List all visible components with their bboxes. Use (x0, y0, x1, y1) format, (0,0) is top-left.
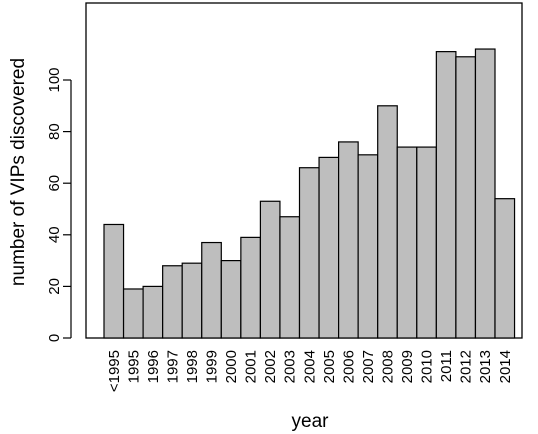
x-tick-label-2001: 2001 (243, 350, 260, 383)
bar-2013 (474, 48, 496, 339)
y-tick-label-0: 0 (46, 334, 63, 342)
bar-2005 (318, 156, 340, 339)
x-tick-label-1997: 1997 (164, 350, 181, 383)
bar-2014 (494, 198, 516, 339)
x-tick-label-1995: 1995 (125, 350, 142, 383)
bar-2007 (357, 154, 379, 339)
x-tick-label-2010: 2010 (419, 350, 436, 383)
bar-2003 (279, 216, 301, 339)
x-tick-label-1998: 1998 (184, 350, 201, 383)
y-tick-label-20: 20 (46, 278, 63, 295)
y-tick-label-80: 80 (46, 123, 63, 140)
x-tick-label-2013: 2013 (477, 350, 494, 383)
bar-2004 (298, 167, 320, 339)
bar-2009 (396, 146, 418, 339)
x-tick-label-2005: 2005 (321, 350, 338, 383)
bar-2001 (240, 236, 262, 339)
bar-2011 (435, 51, 457, 339)
x-tick-label-1999: 1999 (204, 350, 221, 383)
bar-2006 (338, 141, 359, 339)
x-tick-label-2014: 2014 (497, 350, 514, 383)
y-tick-label-100: 100 (46, 67, 63, 92)
bars-group (103, 48, 516, 339)
y-axis-title: number of VIPs discovered (8, 58, 29, 286)
bar-1996 (142, 285, 164, 339)
y-tick-label-60: 60 (46, 175, 63, 192)
bar-2008 (377, 105, 398, 339)
bar-2000 (220, 260, 242, 339)
bar-1995 (122, 288, 144, 339)
bar-2010 (416, 146, 437, 339)
x-tick-label-2008: 2008 (379, 350, 396, 383)
x-tick-label-2003: 2003 (282, 350, 299, 383)
x-tick-label-2011: 2011 (438, 350, 455, 382)
y-axis: 0 20 40 60 80 100 (46, 67, 72, 342)
bar-1999 (201, 241, 222, 339)
x-tick-label-2012: 2012 (458, 350, 475, 383)
x-tick-label-2004: 2004 (301, 350, 318, 383)
x-tick-label-2006: 2006 (340, 350, 357, 383)
bar-<1995 (103, 223, 125, 339)
x-tick-label-2000: 2000 (223, 350, 240, 383)
bar-2002 (259, 200, 281, 339)
x-tick-labels: <1995 1995 1996 1997 1998 1999 2000 2001 2002 200… (106, 350, 514, 392)
x-tick-label-1996: 1996 (145, 350, 162, 383)
bar-1998 (181, 262, 203, 339)
x-tick-label-<1995: <1995 (106, 350, 123, 392)
x-tick-label-2007: 2007 (360, 350, 377, 383)
x-tick-label-2002: 2002 (262, 350, 279, 383)
x-axis-title: year (292, 411, 330, 432)
bar-2012 (455, 56, 477, 339)
bar-1997 (162, 265, 183, 339)
x-tick-label-2009: 2009 (399, 350, 416, 383)
y-tick-label-40: 40 (46, 226, 63, 243)
